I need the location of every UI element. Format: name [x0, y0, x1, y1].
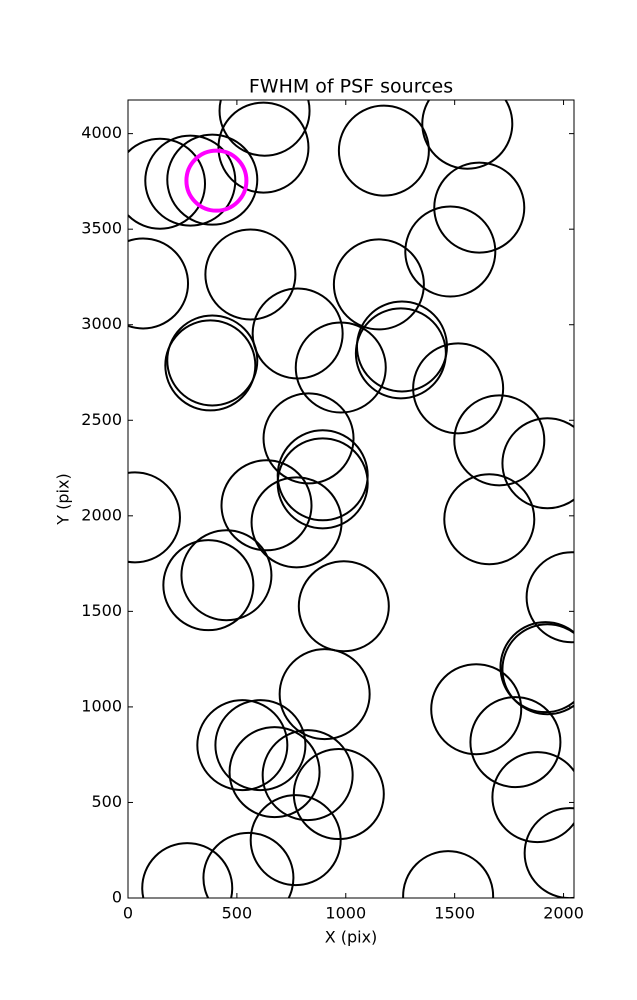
source-circle — [491, 751, 574, 844]
source-circle — [292, 748, 385, 841]
source-circle — [204, 228, 297, 321]
source-circle — [525, 551, 574, 644]
source-circle — [202, 831, 295, 898]
source-circle — [164, 319, 257, 412]
x-tick-label: 0 — [123, 904, 133, 923]
source-circle — [278, 648, 371, 741]
x-tick-label: 1000 — [325, 904, 366, 923]
source-circle — [404, 205, 497, 298]
source-circle — [469, 696, 562, 789]
source-circle — [421, 100, 514, 170]
source-circle — [144, 134, 237, 227]
y-tick-label: 1500 — [81, 601, 122, 620]
source-circle — [501, 623, 574, 716]
plot-area — [128, 100, 574, 898]
source-circle — [261, 729, 354, 822]
source-circle — [276, 437, 369, 530]
x-tick-label: 1500 — [434, 904, 475, 923]
source-circle — [297, 560, 390, 653]
y-axis-label: Y (pix) — [54, 473, 73, 525]
source-circle — [354, 307, 447, 400]
y-tick-label: 3500 — [81, 219, 122, 238]
x-tick-label: 2000 — [543, 904, 584, 923]
x-axis-label: X (pix) — [325, 928, 378, 947]
y-tick-label: 1000 — [81, 696, 122, 715]
source-circle — [433, 161, 526, 254]
source-circle — [294, 321, 387, 414]
source-circle — [184, 148, 249, 213]
y-tick-label: 3000 — [81, 314, 122, 333]
source-circle — [337, 104, 430, 197]
source-circle — [453, 394, 546, 487]
y-tick-label: 2000 — [81, 505, 122, 524]
plot-frame — [127, 99, 575, 899]
y-tick-label: 0 — [112, 888, 122, 907]
source-circle — [220, 459, 313, 552]
source-circle — [262, 392, 355, 485]
source-circle — [501, 417, 574, 510]
source-circle — [443, 473, 536, 566]
y-tick-label: 2500 — [81, 410, 122, 429]
x-tick-label: 500 — [222, 904, 253, 923]
source-circle — [128, 237, 190, 330]
source-circle — [218, 100, 311, 157]
source-circle — [166, 133, 259, 226]
source-circle — [332, 238, 425, 331]
source-circle — [499, 621, 574, 714]
source-circle — [196, 699, 289, 792]
source-circle — [523, 807, 574, 898]
source-circle — [228, 726, 321, 819]
source-circle — [412, 342, 505, 435]
source-circle — [249, 794, 342, 887]
source-circle — [141, 842, 234, 898]
source-circle — [402, 850, 495, 898]
source-circle — [217, 101, 310, 194]
chart-title: FWHM of PSF sources — [249, 76, 453, 98]
source-circle — [128, 137, 206, 230]
source-circle — [214, 699, 307, 792]
source-circle — [430, 663, 523, 756]
source-circle — [128, 471, 181, 564]
source-circle — [250, 476, 343, 569]
source-circle — [162, 539, 255, 632]
y-tick-label: 4000 — [81, 123, 122, 142]
source-circle — [180, 529, 273, 622]
y-tick-label: 500 — [91, 792, 122, 811]
source-circle — [166, 314, 259, 407]
